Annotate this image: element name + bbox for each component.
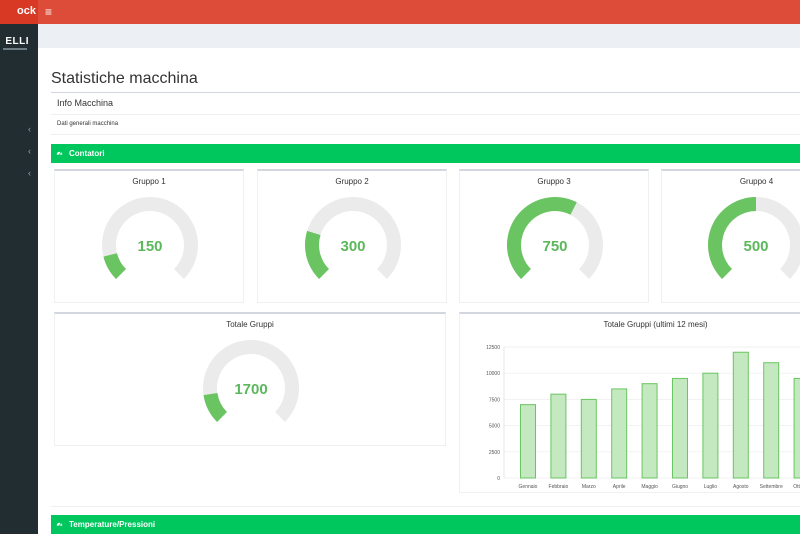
bar xyxy=(580,398,597,479)
gauge-chart: 500 xyxy=(708,196,800,279)
gauge-card-3: Gruppo 3 750 xyxy=(459,169,649,303)
info-bottom-divider xyxy=(51,134,800,135)
brand-logo: ELLI xyxy=(5,36,29,47)
gauge-fill xyxy=(507,196,577,279)
gauge-chart: 1700 xyxy=(203,340,299,422)
gauge-track xyxy=(203,340,299,422)
gauge-card-title: Gruppo 4 xyxy=(739,177,774,186)
x-tick-label: Ottobre xyxy=(793,484,800,490)
sidebar: ELLI ‹ ‹ ‹ xyxy=(0,24,38,534)
dashboard-icon xyxy=(56,522,63,526)
bar xyxy=(732,351,749,479)
gauge-value: 500 xyxy=(743,238,768,255)
gauge-card-1: Gruppo 1 150 xyxy=(54,169,244,303)
y-tick-label: 5000 xyxy=(489,424,500,430)
app-logo[interactable]: ock xyxy=(0,0,38,24)
hamburger-icon[interactable]: ≡ xyxy=(45,5,53,19)
gauge-value: 300 xyxy=(340,238,365,255)
y-tick-label: 7500 xyxy=(489,397,500,403)
gauge-fill xyxy=(305,230,329,279)
gauge-card-2: Gruppo 2 300 xyxy=(257,169,447,303)
bar xyxy=(611,388,628,479)
dashboard-icon xyxy=(56,151,63,155)
bar xyxy=(641,383,658,479)
counters-section-label: Contatori xyxy=(69,149,105,158)
bar xyxy=(550,393,567,479)
top-navbar: ock ≡ xyxy=(0,0,800,24)
gauge-track xyxy=(102,197,198,279)
gauge-value: 150 xyxy=(137,238,162,255)
gauge-card-title: Gruppo 3 xyxy=(537,177,571,186)
chart-title: Totale Gruppi (ultimi 12 mesi) xyxy=(603,320,708,329)
gauge-card-title: Gruppo 2 xyxy=(335,177,369,186)
page-title: Statistiche macchina xyxy=(51,70,198,87)
gauge-chart: 150 xyxy=(102,197,198,279)
bar xyxy=(702,372,719,479)
app-logo-text: ock xyxy=(17,5,36,17)
x-tick-label: Settembre xyxy=(760,484,783,490)
info-box-subtitle: Dati generali macchina xyxy=(57,121,119,127)
gauge-fill xyxy=(103,253,126,279)
bar-chart: 0 2500 5000 7500 10000 12500 Gennaio Febbraio Ma… xyxy=(486,345,800,490)
gauge-chart: 300 xyxy=(305,197,401,279)
x-tick-label: Gennaio xyxy=(519,484,538,490)
bar xyxy=(520,404,536,479)
bar xyxy=(793,377,800,479)
sidebar-item-2-chevron-left-icon[interactable]: ‹ xyxy=(28,146,31,156)
gauge-card-title: Gruppo 1 xyxy=(132,177,166,186)
info-divider xyxy=(51,114,800,115)
bar xyxy=(672,377,688,479)
x-tick-label: Marzo xyxy=(582,484,596,490)
monthly-chart-card: Totale Gruppi (ultimi 12 mesi) 0 2500 5000… xyxy=(459,312,800,493)
section-divider xyxy=(51,506,800,507)
gauge-fill xyxy=(203,393,227,422)
x-tick-label: Giugno xyxy=(672,484,688,490)
gauge-track xyxy=(305,197,401,279)
temperatures-section-header[interactable]: Temperature/Pressioni xyxy=(51,515,800,534)
gauge-value: 1700 xyxy=(234,381,267,398)
total-gauge-card: Totale Gruppi 1700 xyxy=(54,312,446,446)
content-header-bar xyxy=(38,24,800,48)
sidebar-item-1-chevron-left-icon[interactable]: ‹ xyxy=(28,124,31,134)
y-tick-label: 10000 xyxy=(486,371,500,377)
temperatures-section-label: Temperature/Pressioni xyxy=(69,520,156,529)
title-divider xyxy=(51,92,800,93)
counters-section-header[interactable]: Contatori xyxy=(51,144,800,163)
y-tick-label: 12500 xyxy=(486,345,500,351)
gauge-fill xyxy=(708,197,756,279)
x-tick-label: Agosto xyxy=(733,484,749,490)
x-tick-label: Febbraio xyxy=(549,484,569,490)
y-tick-label: 0 xyxy=(497,476,500,482)
x-tick-label: Maggio xyxy=(641,484,658,490)
y-tick-label: 2500 xyxy=(489,450,500,456)
total-gauge-title: Totale Gruppi xyxy=(226,320,274,329)
x-tick-label: Aprile xyxy=(613,484,626,490)
x-tick-label: Luglio xyxy=(704,484,718,490)
main-content: Statistiche macchina Info Macchina Dati … xyxy=(38,48,800,534)
gauge-chart: 750 xyxy=(507,196,603,279)
info-box-title: Info Macchina xyxy=(57,98,114,108)
gauge-card-4: Gruppo 4 500 xyxy=(661,169,800,303)
gauge-value: 750 xyxy=(542,238,567,255)
brand-tagline xyxy=(3,48,27,50)
sidebar-item-3-chevron-left-icon[interactable]: ‹ xyxy=(28,168,31,178)
bar xyxy=(763,362,780,479)
